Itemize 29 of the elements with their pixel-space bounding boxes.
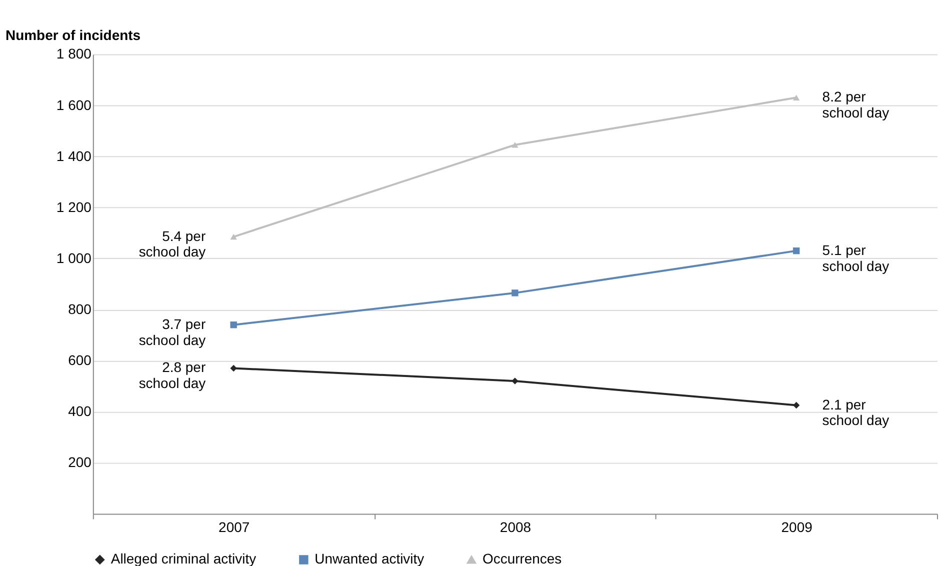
legend-label: Occurrences: [482, 550, 562, 566]
point: [512, 378, 518, 384]
point: [792, 402, 800, 409]
point: [230, 364, 237, 372]
annotation: 5.1 per school day: [822, 242, 890, 274]
y-tick-label: 1 400: [56, 148, 92, 164]
y-tick-label: 400: [68, 403, 92, 420]
y-tick-label: 1 800: [56, 46, 92, 62]
annotation: 5.4 per school day: [138, 228, 206, 260]
x-tick-label: 2009: [781, 519, 813, 536]
point: [512, 142, 518, 148]
point: [512, 290, 518, 296]
y-tick-label: 800: [68, 301, 92, 318]
point: [230, 234, 237, 240]
y-tick-label: 1 200: [56, 198, 92, 215]
y-tick-label: 200: [68, 454, 92, 470]
y-tick-label: 1 000: [56, 250, 92, 266]
x-tick-label: 2007: [218, 519, 250, 536]
y-tick-label: 600: [68, 352, 92, 368]
annotation: 3.7 per school day: [138, 316, 206, 348]
y-tick-label: 1 600: [56, 96, 92, 113]
point: [792, 247, 800, 254]
point: [230, 321, 237, 328]
x-tick-label: 2008: [500, 519, 532, 536]
y-axis-title: Number of incidents: [5, 26, 141, 43]
point: [792, 94, 800, 101]
annotation: 8.2 per school day: [822, 88, 890, 121]
annotation: 2.8 per school day: [138, 359, 206, 392]
annotation: 2.1 per school day: [822, 396, 890, 428]
